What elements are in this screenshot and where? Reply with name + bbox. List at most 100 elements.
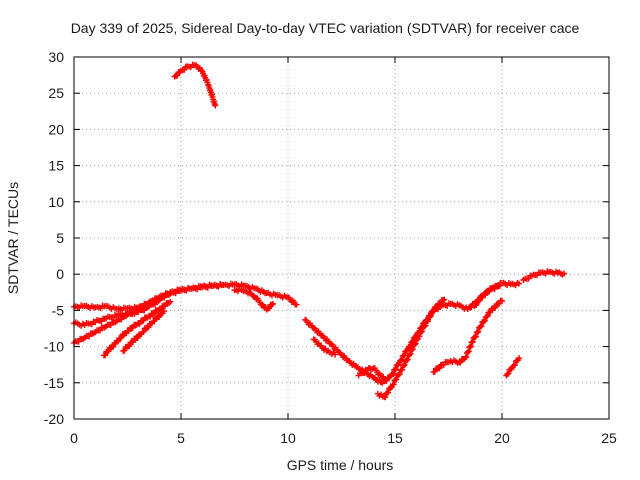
x-tick-label: 20 (494, 430, 510, 446)
interpolated-marker (118, 334, 125, 341)
series-arc-8 (302, 279, 523, 386)
chart-title: Day 339 of 2025, Sidereal Day-to-day VTE… (71, 20, 580, 36)
data-point (516, 280, 523, 287)
interpolated-marker (418, 328, 425, 335)
interpolated-marker (404, 356, 411, 363)
interpolated-marker (205, 81, 212, 88)
data-point (220, 282, 227, 289)
interpolated-marker (436, 365, 443, 372)
y-tick-label: -20 (44, 411, 64, 427)
series-arc-9 (310, 336, 339, 358)
data-point (499, 297, 505, 304)
interpolated-marker (147, 313, 154, 320)
series-arc-5 (120, 308, 167, 354)
interpolated-marker (476, 297, 483, 304)
x-axis-ticks: 0 5 10 15 20 25 (70, 57, 617, 446)
interpolated-marker (361, 370, 368, 377)
interpolated-marker (412, 340, 419, 347)
interpolated-marker (457, 359, 464, 366)
data-point (167, 298, 174, 305)
interpolated-marker (484, 313, 491, 320)
data-point (381, 376, 388, 383)
interpolated-marker (266, 305, 273, 312)
interpolated-marker (407, 350, 414, 357)
x-tick-label: 5 (177, 430, 185, 446)
data-point (270, 300, 277, 307)
interpolated-marker (487, 309, 494, 316)
interpolated-marker (174, 72, 181, 79)
interpolated-marker (525, 275, 532, 282)
y-tick-label: 10 (48, 194, 64, 210)
interpolated-marker (401, 361, 408, 368)
data-points (71, 61, 568, 401)
interpolated-marker (145, 324, 152, 331)
interpolated-marker (125, 328, 132, 335)
interpolated-marker (105, 348, 112, 355)
interpolated-marker (140, 317, 147, 324)
series-arc-4 (100, 298, 174, 359)
interpolated-marker (409, 345, 416, 352)
interpolated-marker (102, 352, 109, 359)
interpolated-marker (492, 304, 499, 311)
x-tick-label: 15 (387, 430, 403, 446)
interpolated-marker (151, 318, 158, 325)
x-axis-title: GPS time / hours (287, 457, 394, 473)
interpolated-marker (468, 304, 475, 311)
x-tick-label: 25 (601, 430, 617, 446)
interpolated-marker (422, 322, 429, 329)
interpolated-marker (268, 301, 275, 308)
y-tick-label: 30 (48, 49, 64, 65)
interpolated-marker (478, 322, 485, 329)
interpolated-marker (129, 324, 136, 331)
interpolated-marker (134, 334, 141, 341)
interpolated-marker (151, 310, 158, 317)
interpolated-marker (121, 347, 128, 354)
interpolated-marker (433, 304, 440, 311)
y-tick-label: 25 (48, 85, 64, 101)
data-point (156, 297, 163, 304)
interpolated-marker (424, 318, 431, 325)
interpolated-marker (129, 339, 136, 346)
interpolated-marker (416, 333, 423, 340)
series-arc-13 (471, 282, 503, 310)
data-point (293, 301, 300, 308)
y-tick-label: 5 (56, 230, 64, 246)
data-point (332, 351, 339, 358)
series-arc-15 (520, 268, 568, 283)
interpolated-marker (110, 343, 117, 350)
interpolated-marker (496, 300, 503, 307)
interpolated-marker (437, 300, 444, 307)
y-tick-label: 0 (56, 266, 64, 282)
interpolated-marker (126, 343, 133, 350)
interpolated-marker (390, 370, 397, 377)
x-tick-label: 0 (70, 430, 78, 446)
interpolated-marker (86, 333, 93, 340)
interpolated-marker (396, 371, 403, 378)
interpolated-marker (136, 320, 143, 327)
y-tick-label: 15 (48, 158, 64, 174)
data-point (516, 355, 523, 362)
series-arc-6 (171, 61, 219, 109)
interpolated-marker (398, 356, 405, 363)
interpolated-marker (481, 317, 488, 324)
interpolated-marker (140, 328, 147, 335)
y-axis-title: SDTVAR / TECUs (5, 182, 21, 294)
y-tick-label: -5 (52, 302, 65, 318)
series-arc-11 (374, 296, 448, 401)
data-point (496, 282, 503, 289)
series-arc-3 (71, 297, 163, 329)
series-arc-12 (430, 297, 505, 375)
interpolated-marker (473, 301, 480, 308)
interpolated-marker (511, 361, 518, 368)
interpolated-marker (385, 389, 392, 396)
interpolated-marker (382, 394, 389, 401)
y-axis-ticks: -20 -15 -10 -5 0 5 10 15 20 25 30 (44, 49, 609, 427)
interpolated-marker (427, 313, 434, 320)
interpolated-marker (393, 376, 400, 383)
interpolated-marker (118, 316, 125, 323)
data-point (250, 292, 257, 299)
interpolated-marker (430, 308, 437, 315)
interpolated-marker (114, 338, 121, 345)
interpolated-marker (482, 292, 489, 299)
